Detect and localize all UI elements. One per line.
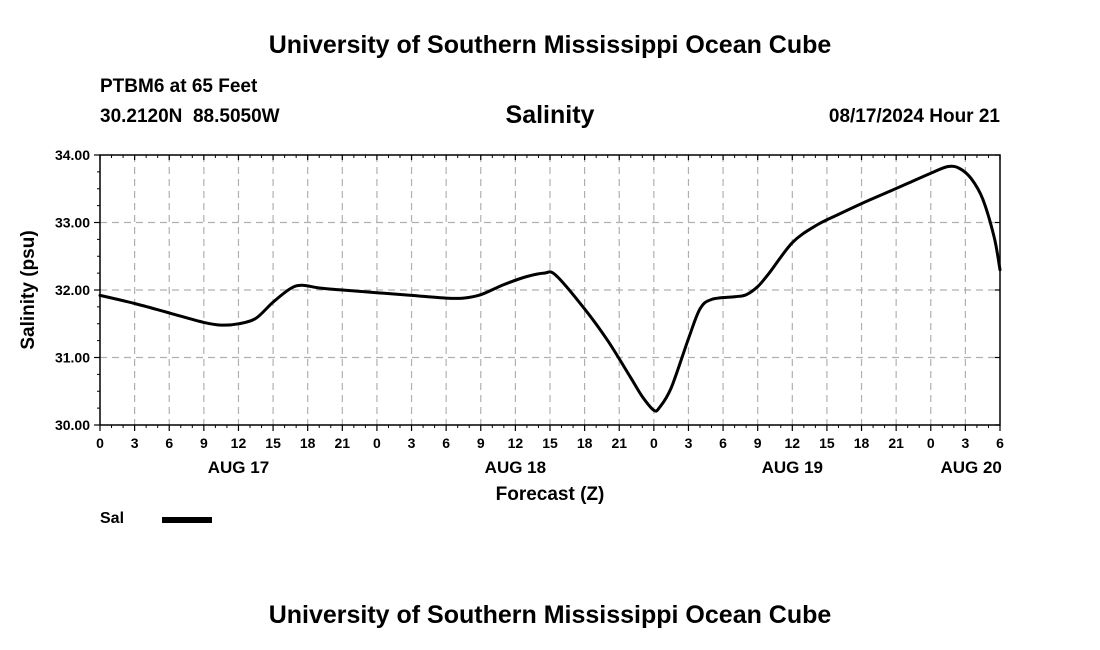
y-tick-label: 31.00 [55, 350, 90, 366]
x-tick-label: 0 [373, 435, 381, 451]
x-tick-label: 0 [96, 435, 104, 451]
x-tick-label: 0 [927, 435, 935, 451]
x-tick-label: 6 [996, 435, 1004, 451]
x-tick-label: 3 [408, 435, 416, 451]
x-tick-label: 6 [165, 435, 173, 451]
grid-lines [100, 155, 1000, 425]
x-tick-label: 0 [650, 435, 658, 451]
date-label: AUG 18 [485, 458, 546, 477]
plot-frame [99, 154, 1001, 426]
x-tick-label: 3 [961, 435, 969, 451]
axis-ticks [94, 154, 1001, 431]
x-tick-label: 12 [785, 435, 801, 451]
x-tick-label: 3 [685, 435, 693, 451]
x-tick-label: 18 [854, 435, 870, 451]
page-title: University of Southern Mississippi Ocean… [268, 31, 832, 59]
x-tick-label: 9 [754, 435, 762, 451]
station-name: PTBM6 at 65 Feet [100, 76, 258, 97]
y-tick-label: 34.00 [55, 147, 90, 163]
x-tick-label: 3 [131, 435, 139, 451]
x-tick-label: 12 [508, 435, 524, 451]
legend-label: Sal [100, 510, 125, 527]
x-tick-label: 15 [819, 435, 835, 451]
x-tick-label: 15 [542, 435, 558, 451]
axis-tick-labels: 0 3 6 9 12 15 18 21 0 3 6 9 12 15 18 21 0 3 6 9 12 15 18 21 0 3 6 3… [55, 147, 1004, 477]
y-tick-label: 32.00 [55, 282, 90, 298]
x-tick-label: 21 [611, 435, 627, 451]
y-axis-label: Salinity (psu) [18, 230, 39, 349]
x-tick-label: 12 [231, 435, 247, 451]
x-tick-label: 21 [888, 435, 904, 451]
series-layer [98, 164, 1002, 413]
x-tick-label: 9 [477, 435, 485, 451]
y-tick-label: 33.00 [55, 215, 90, 231]
chart-title: Salinity [505, 101, 595, 129]
date-label: AUG 19 [762, 458, 823, 477]
x-tick-label: 9 [200, 435, 208, 451]
y-tick-label: 30.00 [55, 417, 90, 433]
station-coordinates: 30.2120N 88.5050W [100, 106, 280, 127]
x-axis-label: Forecast (Z) [496, 484, 605, 505]
x-tick-label: 6 [719, 435, 727, 451]
footer-title: University of Southern Mississippi Ocean… [268, 601, 832, 629]
x-tick-label: 6 [442, 435, 450, 451]
x-tick-label: 15 [265, 435, 281, 451]
x-tick-label: 21 [335, 435, 351, 451]
x-tick-label: 18 [300, 435, 316, 451]
legend-line-swatch [162, 517, 212, 523]
date-label: AUG 20 [940, 458, 1001, 477]
series-line-sal [98, 164, 1002, 413]
run-timestamp: 08/17/2024 Hour 21 [828, 106, 1000, 127]
x-tick-label: 18 [577, 435, 593, 451]
date-label: AUG 17 [208, 458, 269, 477]
